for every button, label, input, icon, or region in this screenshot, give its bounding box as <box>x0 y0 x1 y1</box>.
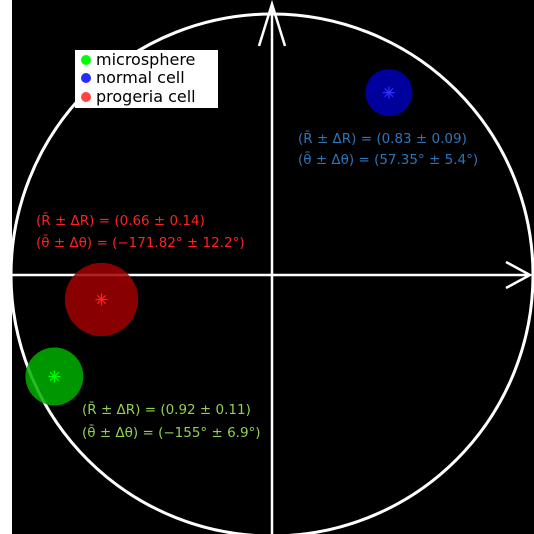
normal-cell-label-line2: (θ̄ ± Δθ) = (57.35° ± 5.4°) <box>298 151 478 168</box>
legend-marker-normal-cell <box>81 73 91 83</box>
y-axis-arrowhead <box>257 0 287 47</box>
legend-marker-microsphere <box>81 55 91 65</box>
legend: microsphere normal cell progeria cell <box>75 50 218 108</box>
microsphere-label-line1: (R̄ ± ΔR) = (0.92 ± 0.11) <box>82 401 251 418</box>
normal-cell-label-line1: (R̄ ± ΔR) = (0.83 ± 0.09) <box>298 130 467 147</box>
microsphere-label-line2: (θ̄ ± Δθ) = (−155° ± 6.9°) <box>82 424 261 441</box>
legend-label-progeria-cell: progeria cell <box>96 87 196 106</box>
legend-label-normal-cell: normal cell <box>96 68 185 87</box>
progeria-cell-label-line2: (θ̄ ± Δθ) = (−171.82° ± 12.2°) <box>36 234 245 251</box>
microsphere-mean-marker <box>48 370 61 383</box>
progeria-cell-label-line1: (R̄ ± ΔR) = (0.66 ± 0.14) <box>36 212 205 229</box>
progeria-cell-mean-marker <box>95 293 108 306</box>
legend-box <box>75 50 218 108</box>
normal-cell-mean-marker <box>382 86 395 99</box>
x-axis-arrowhead <box>505 260 533 290</box>
legend-label-microsphere: microsphere <box>96 50 195 69</box>
annotations: (R̄ ± ΔR) = (0.83 ± 0.09) (θ̄ ± Δθ) = (5… <box>36 130 478 441</box>
data-marks <box>25 69 413 406</box>
legend-marker-progeria-cell <box>81 92 91 102</box>
